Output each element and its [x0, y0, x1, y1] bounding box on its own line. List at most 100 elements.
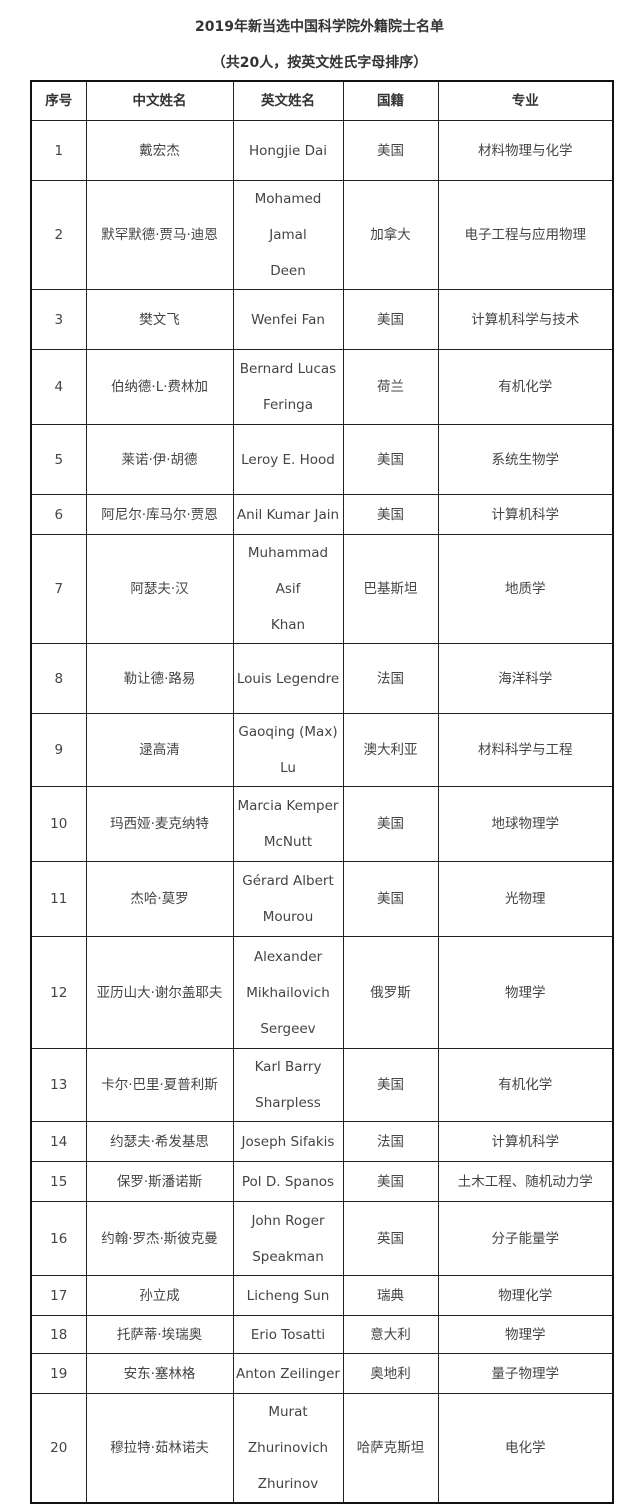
table-row: 20 穆拉特·茹林诺夫 Murat Zhurinovich Zhurinov 哈萨克斯坦… — [30, 1393, 614, 1504]
cell-field: 物理学 — [437, 936, 614, 1049]
cell-no: 5 — [30, 424, 87, 495]
table-row: 6 阿尼尔·库马尔·贾恩 Anil Kumar Jain 美国 计算机科学 — [30, 494, 614, 535]
cell-nationality: 美国 — [342, 289, 439, 350]
cell-nationality: 美国 — [342, 424, 439, 495]
cell-cn-name: 阿尼尔·库马尔·贾恩 — [85, 494, 234, 535]
en-name-line: Licheng Sun — [246, 1287, 330, 1304]
en-name-line: Hongjie Dai — [248, 142, 328, 159]
cell-no: 6 — [30, 494, 87, 535]
cell-nationality: 法国 — [342, 1121, 439, 1162]
en-name-line: Deen — [270, 263, 306, 279]
cell-no: 18 — [30, 1315, 87, 1354]
en-name-line: Feringa — [262, 397, 314, 413]
cell-no: 7 — [30, 534, 87, 644]
cell-no: 9 — [30, 713, 87, 787]
cell-nationality: 美国 — [342, 786, 439, 862]
header-cn-name: 中文姓名 — [85, 80, 234, 121]
cell-nationality: 美国 — [342, 1048, 439, 1122]
cell-cn-name: 伯纳德·L·费林加 — [85, 349, 234, 425]
cell-cn-name: 戴宏杰 — [85, 120, 234, 181]
cell-field: 海洋科学 — [437, 643, 614, 714]
en-name-line: Louis Legendre — [236, 670, 340, 687]
cell-cn-name: 亚历山大·谢尔盖耶夫 — [85, 936, 234, 1049]
cell-field: 电子工程与应用物理 — [437, 180, 614, 290]
header-en-name: 英文姓名 — [232, 80, 344, 121]
cell-no: 12 — [30, 936, 87, 1049]
cell-no: 20 — [30, 1393, 87, 1504]
cell-cn-name: 樊文飞 — [85, 289, 234, 350]
en-name-line: Anil Kumar Jain — [236, 506, 340, 523]
cell-en-name: Louis Legendre — [232, 643, 344, 714]
page-subtitle: （共20人，按英文姓氏字母排序） — [211, 55, 428, 71]
table-row: 17 孙立成 Licheng Sun 瑞典 物理化学 — [30, 1275, 614, 1316]
cell-nationality: 美国 — [342, 120, 439, 181]
cell-no: 8 — [30, 643, 87, 714]
cell-field: 光物理 — [437, 861, 614, 937]
cell-nationality: 澳大利亚 — [342, 713, 439, 787]
cell-nationality: 俄罗斯 — [342, 936, 439, 1049]
cell-en-name: Marcia Kemper McNutt — [232, 786, 344, 862]
en-name-line: Gaoqing (Max) Lu — [238, 724, 338, 776]
en-name-line: Marcia Kemper — [237, 798, 339, 814]
table-row: 2 默罕默德·贾马·迪恩 Mohamed Jamal Deen 加拿大 电子工程与应用物理 — [30, 180, 614, 290]
cell-en-name: Wenfei Fan — [232, 289, 344, 350]
cell-en-name: Licheng Sun — [232, 1275, 344, 1316]
cell-no: 15 — [30, 1161, 87, 1202]
cell-en-name: Leroy E. Hood — [232, 424, 344, 495]
cell-no: 14 — [30, 1121, 87, 1162]
cell-field: 计算机科学与技术 — [437, 289, 614, 350]
en-name-line: Joseph Sifakis — [241, 1133, 335, 1150]
academician-table: 序号 中文姓名 英文姓名 国籍 专业 1 戴宏杰 Hongjie Dai 美国 材料物理… — [30, 80, 614, 1504]
cell-field: 地球物理学 — [437, 786, 614, 862]
page-title: 2019年新当选中国科学院外籍院士名单 — [195, 19, 444, 35]
cell-en-name: Murat Zhurinovich Zhurinov — [232, 1393, 344, 1504]
cell-field: 有机化学 — [437, 1048, 614, 1122]
en-name-line: Murat Zhurinovich — [247, 1404, 329, 1456]
en-name-line: Mohamed Jamal — [254, 191, 322, 243]
cell-field: 地质学 — [437, 534, 614, 644]
cell-en-name: Anil Kumar Jain — [232, 494, 344, 535]
en-name-line: Leroy E. Hood — [241, 451, 335, 468]
table-row: 14 约瑟夫·希发基思 Joseph Sifakis 法国 计算机科学 — [30, 1121, 614, 1162]
en-name-line: Zhurinov — [257, 1476, 319, 1492]
cell-nationality: 法国 — [342, 643, 439, 714]
en-name-line: Pol D. Spanos — [241, 1173, 335, 1190]
cell-nationality: 英国 — [342, 1201, 439, 1276]
en-name-line: Khan — [270, 617, 306, 633]
table-row: 5 莱诺·伊·胡德 Leroy E. Hood 美国 系统生物学 — [30, 424, 614, 495]
table-row: 4 伯纳德·L·费林加 Bernard Lucas Feringa 荷兰 有机化学 — [30, 349, 614, 425]
cell-en-name: Gérard Albert Mourou — [232, 861, 344, 937]
en-name-line: Anton Zeilinger — [236, 1365, 340, 1382]
header-nationality: 国籍 — [342, 80, 439, 121]
cell-cn-name: 玛西娅·麦克纳特 — [85, 786, 234, 862]
en-name-line: Bernard Lucas — [239, 361, 337, 377]
cell-en-name: Anton Zeilinger — [232, 1353, 344, 1394]
cell-cn-name: 孙立成 — [85, 1275, 234, 1316]
cell-field: 材料物理与化学 — [437, 120, 614, 181]
header-field: 专业 — [437, 80, 614, 121]
table-row: 10 玛西娅·麦克纳特 Marcia Kemper McNutt 美国 地球物理学 — [30, 786, 614, 862]
cell-no: 17 — [30, 1275, 87, 1316]
en-name-line: Gérard Albert — [242, 873, 334, 889]
cell-no: 4 — [30, 349, 87, 425]
en-name-line: McNutt — [263, 834, 313, 850]
cell-nationality: 奥地利 — [342, 1353, 439, 1394]
table-header-row: 序号 中文姓名 英文姓名 国籍 专业 — [30, 80, 614, 121]
cell-cn-name: 托萨蒂·埃瑞奥 — [85, 1315, 234, 1354]
cell-cn-name: 卡尔·巴里·夏普利斯 — [85, 1048, 234, 1122]
cell-en-name: Alexander Mikhailovich Sergeev — [232, 936, 344, 1049]
cell-nationality: 荷兰 — [342, 349, 439, 425]
cell-cn-name: 阿瑟夫·汉 — [85, 534, 234, 644]
cell-field: 物理化学 — [437, 1275, 614, 1316]
cell-field: 土木工程、随机动力学 — [437, 1161, 614, 1202]
cell-nationality: 加拿大 — [342, 180, 439, 290]
en-name-line: Speakman — [252, 1248, 324, 1265]
cell-field: 有机化学 — [437, 349, 614, 425]
cell-field: 系统生物学 — [437, 424, 614, 495]
cell-no: 11 — [30, 861, 87, 937]
cell-cn-name: 约翰·罗杰·斯彼克曼 — [85, 1201, 234, 1276]
cell-en-name: Erio Tosatti — [232, 1315, 344, 1354]
cell-field: 量子物理学 — [437, 1353, 614, 1394]
cell-cn-name: 约瑟夫·希发基思 — [85, 1121, 234, 1162]
table-row: 19 安东·塞林格 Anton Zeilinger 奥地利 量子物理学 — [30, 1353, 614, 1394]
